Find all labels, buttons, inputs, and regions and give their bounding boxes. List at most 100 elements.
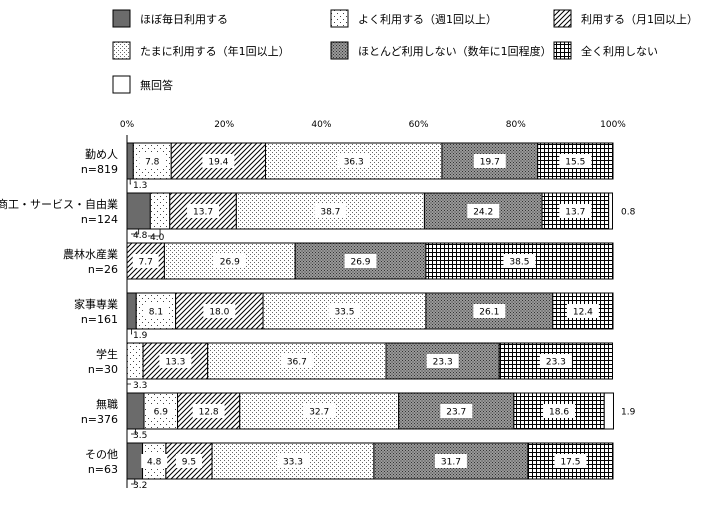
data-label-bg xyxy=(159,354,192,368)
data-label: 19.4 xyxy=(208,158,228,168)
callout-label: 4.8 xyxy=(133,231,148,241)
bar-segment xyxy=(126,342,144,380)
data-label-bg xyxy=(213,254,246,268)
legend-item: 全く利用しない xyxy=(553,41,658,60)
x-axis: 0% 20% 40% 60% 80% 100% xyxy=(120,120,626,130)
category-label: 家事専業 xyxy=(74,297,118,311)
data-label: 26.1 xyxy=(479,308,499,318)
bar-segment xyxy=(608,192,614,230)
bar-segment xyxy=(149,192,171,230)
callout-leader xyxy=(129,179,131,185)
data-label: 38.5 xyxy=(509,258,529,268)
x-tick-label: 0% xyxy=(120,120,135,130)
legend-swatch xyxy=(112,41,131,60)
callout-leader xyxy=(131,429,136,435)
data-label-bg xyxy=(337,154,370,168)
legend-label: たまに利用する（年1回以上） xyxy=(140,44,290,58)
legend-swatch xyxy=(553,9,572,28)
data-label-bg xyxy=(314,204,347,218)
bar-row: 商工・サービス・自由業 n=124 13.7 38.7 24.2 13.7 4.8 4.0 0.… xyxy=(0,192,636,243)
data-label: 36.7 xyxy=(287,358,307,368)
category-label: 無職 xyxy=(96,397,118,411)
bar-segment xyxy=(126,192,151,230)
category-label: 勤め人 xyxy=(85,148,118,161)
data-label: 33.3 xyxy=(283,458,303,468)
data-label: 23.7 xyxy=(446,408,466,418)
data-label-bg xyxy=(473,304,506,318)
data-label: 32.7 xyxy=(309,408,329,418)
data-label-bg xyxy=(467,204,500,218)
data-label-bg xyxy=(328,304,361,318)
bar-row: 家事専業 n=161 8.1 18.0 33.5 26.1 12.4 1.9 xyxy=(74,292,614,341)
data-label-bg xyxy=(203,304,236,318)
data-label: 26.9 xyxy=(220,258,240,268)
data-label-bg xyxy=(202,154,235,168)
data-label-bg xyxy=(426,354,459,368)
data-label: 6.9 xyxy=(154,408,169,418)
data-label: 33.5 xyxy=(334,308,354,318)
data-label-bg xyxy=(543,404,576,418)
legend-label: 全く利用しない xyxy=(581,44,658,58)
category-n-label: n=819 xyxy=(81,163,118,176)
legend-swatch xyxy=(112,75,131,94)
legend-item: ほぼ毎日利用する xyxy=(112,9,228,28)
legend: ほぼ毎日利用する よく利用する（週1回以上） 利用する（月1回以上） たまに利用する（… xyxy=(112,9,698,94)
callout-label: 3.2 xyxy=(133,481,147,491)
legend-swatch xyxy=(112,9,131,28)
bar-row: 学生 n=30 13.3 36.7 23.3 23.3 3.3 xyxy=(88,342,614,391)
data-label: 26.9 xyxy=(350,258,370,268)
data-label-bg xyxy=(139,154,166,168)
data-label-bg xyxy=(344,254,377,268)
category-n-label: n=63 xyxy=(88,463,118,476)
data-label: 23.3 xyxy=(433,358,453,368)
data-label: 18.6 xyxy=(549,408,569,418)
category-label: 農林水産業 xyxy=(63,247,118,261)
category-label: その他 xyxy=(85,448,118,461)
category-n-label: n=161 xyxy=(81,313,118,326)
legend-item: よく利用する（週1回以上） xyxy=(330,9,497,28)
x-tick-label: 60% xyxy=(409,120,429,130)
data-label: 13.7 xyxy=(193,208,213,218)
bar-row: 勤め人 n=819 7.8 19.4 36.3 19.7 15.5 1.3 xyxy=(81,142,614,191)
data-label-bg xyxy=(434,454,467,468)
bar-row: 無職 n=376 6.9 12.8 32.7 23.7 18.6 3.5 1.9 xyxy=(81,392,636,441)
data-label-bg xyxy=(554,454,587,468)
callout-label: 3.3 xyxy=(133,381,147,391)
data-label-bg xyxy=(276,454,309,468)
data-label: 31.7 xyxy=(441,458,461,468)
bar-segment xyxy=(552,292,614,330)
data-label-bg xyxy=(187,204,220,218)
data-label-bg xyxy=(559,204,592,218)
callout-label: 4.0 xyxy=(150,233,165,243)
data-label: 4.8 xyxy=(147,458,162,468)
data-label-bg xyxy=(132,254,159,268)
category-label: 商工・サービス・自由業 xyxy=(0,197,118,211)
data-label-bg xyxy=(142,304,169,318)
legend-label: ほとんど利用しない（数年に1回程度） xyxy=(358,44,552,58)
data-label: 36.3 xyxy=(344,158,364,168)
legend-swatch xyxy=(330,9,349,28)
data-label-bg xyxy=(303,404,336,418)
legend-swatch xyxy=(330,41,349,60)
bar-segment xyxy=(126,392,145,430)
legend-item: たまに利用する（年1回以上） xyxy=(112,41,290,60)
data-label: 8.1 xyxy=(149,308,163,318)
data-label-bg xyxy=(539,354,572,368)
callout-leader xyxy=(126,379,131,385)
legend-item: ほとんど利用しない（数年に1回程度） xyxy=(330,41,552,60)
bar-segment xyxy=(126,442,144,480)
data-label: 17.5 xyxy=(560,458,580,468)
category-n-label: n=376 xyxy=(81,413,118,426)
data-label: 19.7 xyxy=(480,158,500,168)
data-label-bg xyxy=(141,454,168,468)
x-tick-label: 40% xyxy=(311,120,331,130)
legend-label: 利用する（月1回以上） xyxy=(581,13,698,26)
legend-label: よく利用する（週1回以上） xyxy=(358,13,497,26)
data-label-bg xyxy=(559,154,592,168)
data-label-bg xyxy=(280,354,313,368)
data-label: 7.7 xyxy=(139,258,153,268)
data-label: 9.5 xyxy=(182,458,196,468)
data-label: 13.3 xyxy=(165,358,185,368)
callout-label: 3.5 xyxy=(133,431,147,441)
data-label: 15.5 xyxy=(565,158,585,168)
